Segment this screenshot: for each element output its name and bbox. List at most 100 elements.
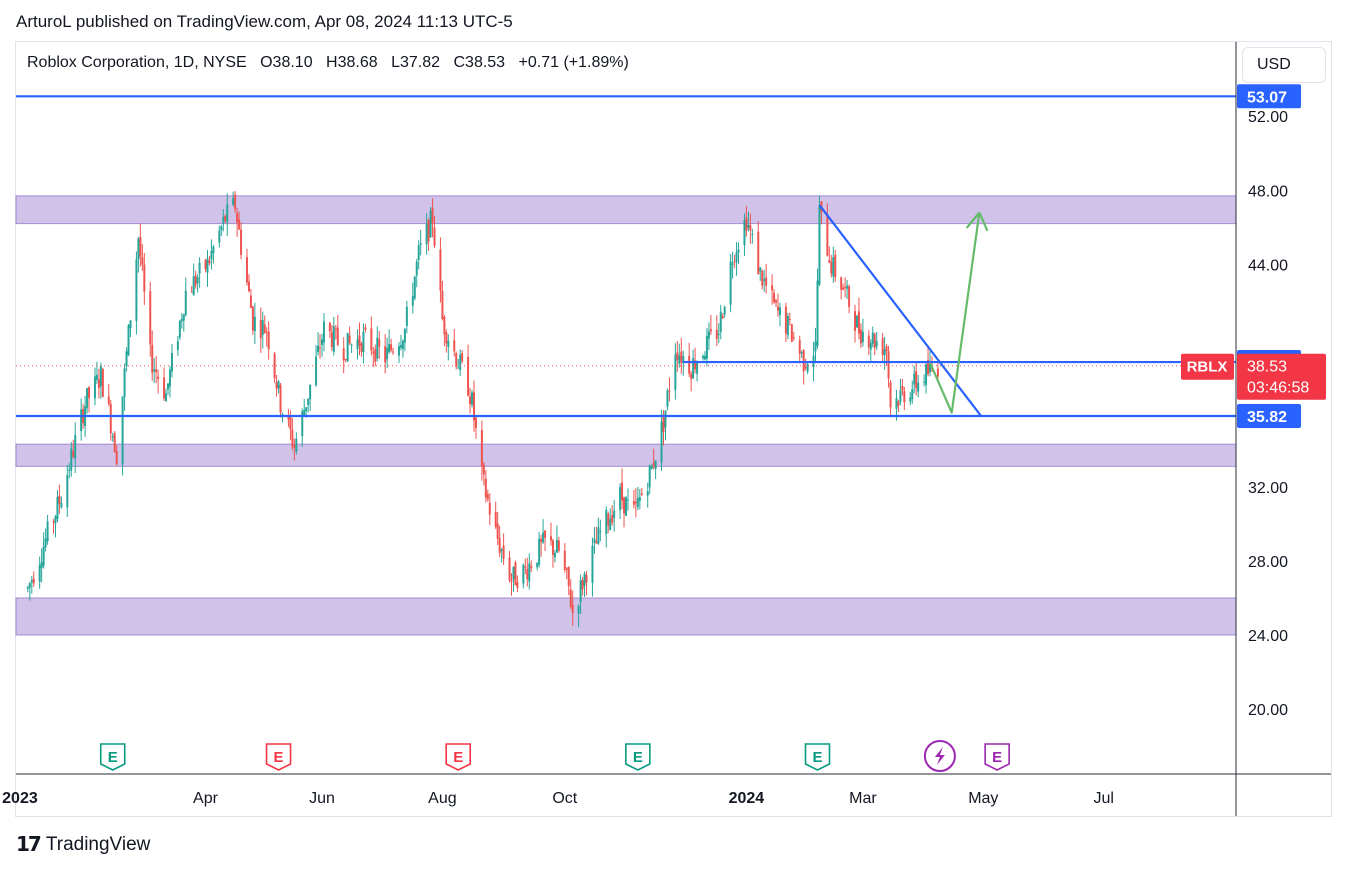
candle-body xyxy=(690,373,693,380)
candle-body xyxy=(247,281,250,292)
candle-body xyxy=(678,355,681,364)
candle-body xyxy=(549,536,552,541)
candle xyxy=(378,330,381,359)
candle xyxy=(567,566,570,596)
candle xyxy=(155,356,158,384)
candle-body xyxy=(40,562,43,568)
candle-body xyxy=(869,343,872,350)
earnings-marker-label: E xyxy=(812,749,822,766)
candle-body xyxy=(127,325,130,356)
candle-body xyxy=(786,315,789,336)
candle-body xyxy=(320,339,323,346)
candle-body xyxy=(508,557,511,580)
candle-body xyxy=(585,574,588,583)
candle xyxy=(806,361,809,375)
candle-body xyxy=(605,509,608,534)
candle-body xyxy=(342,348,345,361)
candle-body xyxy=(121,396,124,465)
candle-body xyxy=(447,340,450,347)
candle-body xyxy=(180,319,183,322)
candle-body xyxy=(719,311,722,332)
candle-body xyxy=(251,306,254,331)
footer-brand[interactable]: 𝟭𝟳 TradingView xyxy=(16,832,150,857)
candle xyxy=(176,336,179,357)
candle xyxy=(139,223,142,267)
candle-body xyxy=(88,387,91,398)
candle xyxy=(417,240,420,270)
candle-body xyxy=(139,237,142,257)
candle xyxy=(443,314,446,347)
candle-body xyxy=(583,573,586,586)
price-badge: 53.07 xyxy=(1237,84,1301,109)
candle-body xyxy=(220,226,223,231)
candle xyxy=(861,318,864,347)
candle xyxy=(786,312,789,340)
candle-body xyxy=(455,353,458,367)
candle xyxy=(901,379,904,396)
candle-body xyxy=(350,344,353,346)
candle xyxy=(86,387,89,414)
currency-button[interactable]: USD xyxy=(1242,47,1326,83)
candle-body xyxy=(26,587,29,589)
candle-body xyxy=(735,252,738,263)
candle xyxy=(397,342,400,363)
candle-body xyxy=(74,435,77,459)
candle xyxy=(70,441,73,477)
candle-body xyxy=(648,465,651,488)
price-badge: 35.82 xyxy=(1237,403,1301,428)
price-badge: 38.53 03:46:58 RBLX xyxy=(1181,353,1326,400)
candle-body xyxy=(384,346,387,363)
candle-body xyxy=(330,332,333,348)
y-tick-label: 24.00 xyxy=(1248,628,1288,645)
candle xyxy=(334,324,337,340)
candle xyxy=(925,362,928,394)
candle-body xyxy=(99,365,102,387)
candle xyxy=(814,327,817,362)
candle-body xyxy=(806,364,809,372)
candle-body xyxy=(579,580,582,603)
candle-body xyxy=(295,438,298,452)
candle-body xyxy=(68,469,71,471)
candle xyxy=(165,388,168,402)
candles-layer xyxy=(26,190,939,628)
candle-body xyxy=(565,568,568,570)
candle-body xyxy=(445,332,448,344)
candle xyxy=(595,526,598,544)
candle xyxy=(295,432,298,455)
candle xyxy=(583,571,586,597)
candle xyxy=(650,464,653,470)
candle xyxy=(439,237,442,303)
candle-body xyxy=(759,267,762,272)
candle-body xyxy=(253,316,256,331)
candle xyxy=(178,319,181,341)
candle xyxy=(360,341,363,357)
candle xyxy=(291,418,294,451)
candle xyxy=(115,445,118,466)
candle xyxy=(212,244,215,264)
candle xyxy=(472,380,475,432)
candle xyxy=(196,273,199,293)
candle xyxy=(660,409,663,471)
candle-body xyxy=(480,430,483,467)
candle-body xyxy=(883,349,886,356)
candle xyxy=(915,362,918,396)
candle xyxy=(137,236,140,273)
candle-body xyxy=(362,331,365,352)
candle xyxy=(307,398,310,413)
candle xyxy=(163,367,166,401)
candle xyxy=(46,514,49,545)
candle xyxy=(247,274,250,293)
candle-body xyxy=(453,340,456,352)
candle xyxy=(674,343,677,400)
candle-body xyxy=(569,589,572,607)
candle-body xyxy=(309,384,312,400)
candle xyxy=(441,280,444,321)
x-tick-label: 2023 xyxy=(2,790,38,807)
candle-body xyxy=(885,346,888,352)
candle xyxy=(778,302,781,327)
candle-body xyxy=(761,271,764,286)
candle-body xyxy=(646,491,649,496)
candle xyxy=(581,577,584,596)
candle-body xyxy=(666,390,669,407)
